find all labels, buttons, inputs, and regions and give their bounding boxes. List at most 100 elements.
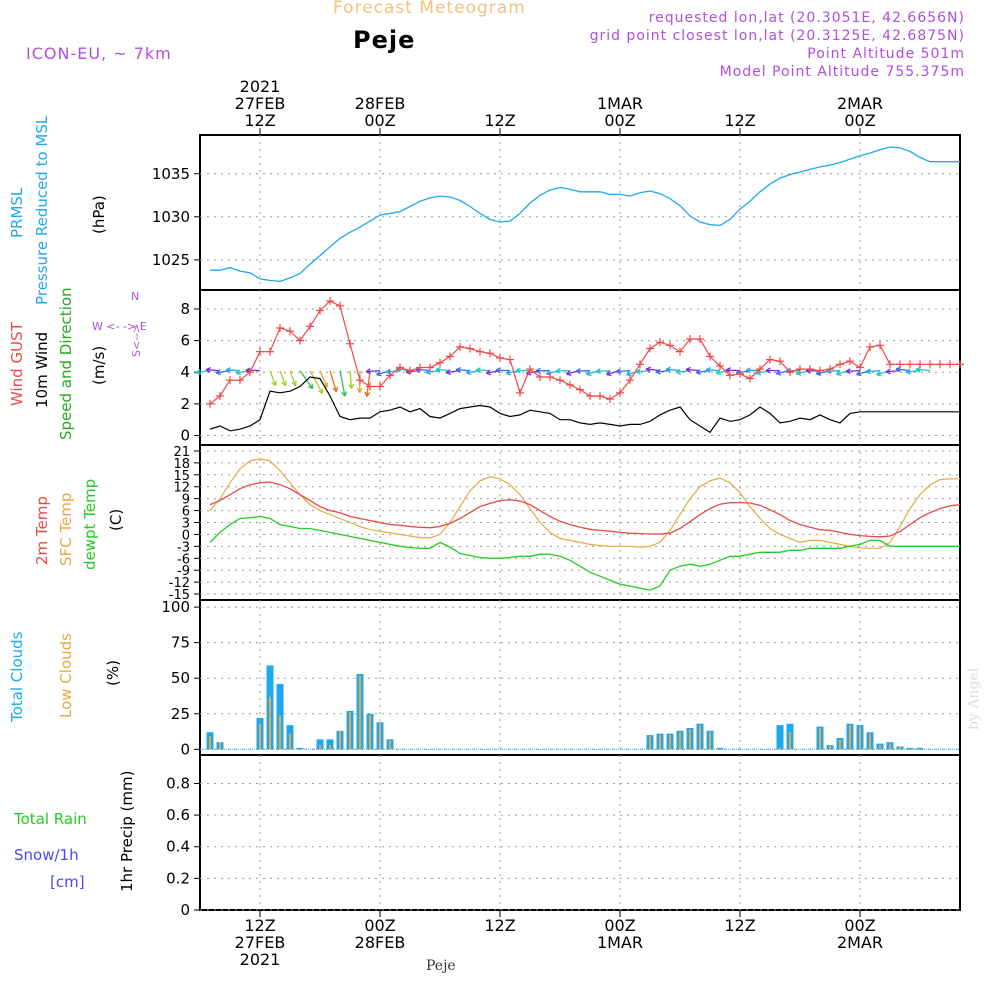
precip-tick-label: 0.8 bbox=[166, 774, 190, 792]
temp-tick-label: 9 bbox=[182, 493, 190, 508]
wind-arrow-head bbox=[705, 367, 711, 371]
compass-north: N bbox=[131, 290, 140, 303]
snow-label: Snow/1h bbox=[14, 846, 79, 864]
wind-arrow-head bbox=[415, 366, 421, 370]
time-label-bottom: 00Z bbox=[844, 916, 875, 935]
wind-arrow-head bbox=[495, 369, 501, 374]
wind-arrow-head bbox=[665, 366, 671, 370]
time-label-top: 12Z bbox=[244, 111, 275, 130]
wind-direction-arrow bbox=[196, 370, 211, 374]
wind-arrow-head bbox=[365, 368, 371, 373]
low-clouds-bar bbox=[689, 729, 691, 750]
low-clouds-bar bbox=[369, 715, 371, 750]
total-clouds-label: Total Clouds bbox=[8, 631, 26, 722]
temp-frame bbox=[199, 444, 961, 601]
wind-arrow-head bbox=[635, 371, 641, 375]
low-clouds-bar bbox=[879, 745, 881, 750]
wind-arrow-head bbox=[195, 369, 201, 374]
low-clouds-bar bbox=[279, 715, 281, 750]
low-clouds-bar bbox=[669, 735, 671, 750]
wind-arrow-head bbox=[685, 366, 691, 371]
low-clouds-bar bbox=[779, 747, 781, 750]
wind-arrow-head bbox=[515, 367, 521, 371]
low-clouds-bar bbox=[839, 739, 841, 750]
wind-arrow-head bbox=[756, 372, 762, 376]
time-label-top: 00Z bbox=[604, 111, 635, 130]
wind-arrow-head bbox=[215, 372, 222, 376]
wind-unit: (m/s) bbox=[90, 345, 108, 385]
wind-arrow-head bbox=[845, 370, 851, 375]
wind-arrow-head bbox=[856, 373, 862, 377]
wind-arrow-head bbox=[445, 372, 452, 375]
wind-arrow-head bbox=[895, 366, 901, 370]
total-clouds-bar bbox=[866, 732, 874, 750]
location-title: Peje bbox=[353, 26, 416, 54]
wind-tick-label: 0 bbox=[180, 427, 190, 445]
time-label-top: 12Z bbox=[724, 111, 755, 130]
wind-arrow-head bbox=[825, 368, 831, 372]
wind-arrow-head bbox=[395, 368, 401, 373]
sfc-temp-line bbox=[209, 458, 960, 549]
wind-direction-arrow bbox=[876, 370, 891, 376]
wind-arrow-head bbox=[245, 367, 251, 371]
wind-arrow-head bbox=[745, 367, 751, 371]
wind-arrow-head bbox=[675, 368, 681, 373]
total-clouds-bar bbox=[686, 727, 694, 750]
total-clouds-bar bbox=[346, 710, 354, 750]
low-clouds-bar bbox=[889, 743, 891, 750]
wind-arrow-head bbox=[364, 391, 368, 397]
low-clouds-bar bbox=[709, 732, 711, 750]
total-clouds-bar bbox=[646, 735, 654, 750]
low-clouds-bar bbox=[849, 725, 851, 750]
wind-arrow-head bbox=[465, 372, 472, 376]
wind-arrow-head bbox=[294, 380, 297, 386]
grid-point-lonlat: grid point closest lon,lat (20.3125E, 42… bbox=[589, 28, 965, 44]
wind-arrow-head bbox=[836, 373, 842, 377]
wind-arrow-head bbox=[322, 383, 328, 388]
point-altitude: Point Altitude 501m bbox=[807, 46, 965, 62]
wind-arrow-head bbox=[905, 371, 911, 375]
total-clouds-bar bbox=[206, 732, 214, 750]
gust-line bbox=[209, 300, 960, 405]
wind-arrow-head bbox=[425, 368, 431, 373]
wind-arrow-head bbox=[515, 369, 521, 374]
low-clouds-bar bbox=[299, 749, 301, 750]
wind-arrow-head bbox=[545, 370, 551, 375]
wind-tick-label: 8 bbox=[180, 300, 190, 318]
low-clouds-bar bbox=[349, 712, 351, 750]
clouds-tick-label: 75 bbox=[171, 634, 190, 652]
sfc-temp-label: SFC Temp bbox=[57, 492, 75, 566]
clouds-frame bbox=[199, 599, 961, 756]
temp-tick-label: 3 bbox=[182, 517, 190, 532]
wind-direction-arrow bbox=[856, 370, 871, 376]
total-clouds-bar bbox=[816, 726, 824, 750]
low-clouds-bar bbox=[819, 727, 821, 750]
wind-direction-arrow bbox=[796, 370, 811, 375]
wind-arrow-head bbox=[655, 371, 661, 375]
wind-arrow-head bbox=[555, 370, 561, 374]
time-label-top: 2MAR bbox=[837, 94, 883, 113]
wind-arrow-head bbox=[705, 369, 711, 373]
wind-arrow-head bbox=[307, 385, 313, 390]
wind-arrow-head bbox=[805, 370, 811, 374]
wind-arrow-head bbox=[455, 367, 461, 371]
wind-direction-arrow bbox=[736, 370, 751, 374]
low-clouds-bar bbox=[329, 745, 331, 750]
total-clouds-bar bbox=[266, 665, 274, 750]
low-clouds-bar bbox=[379, 723, 381, 750]
wind-arrow-head bbox=[626, 370, 631, 376]
wind-arrow-head bbox=[215, 369, 221, 374]
wind-arrow-head bbox=[225, 369, 231, 374]
wind-arrow-head bbox=[359, 387, 363, 393]
total-clouds-bar bbox=[656, 733, 664, 750]
wind-arrow-head bbox=[236, 372, 242, 376]
wind-tick-label: 6 bbox=[180, 332, 190, 350]
wind-arrow-head bbox=[845, 368, 851, 372]
wind-arrow-head bbox=[445, 369, 451, 374]
temp-tick-label: 18 bbox=[173, 457, 190, 472]
wind-arrow-head bbox=[586, 373, 592, 377]
wind-direction-arrow bbox=[885, 370, 901, 373]
model-point-altitude: Model Point Altitude 755.375m bbox=[719, 64, 965, 80]
wind-arrow-head bbox=[348, 384, 353, 389]
